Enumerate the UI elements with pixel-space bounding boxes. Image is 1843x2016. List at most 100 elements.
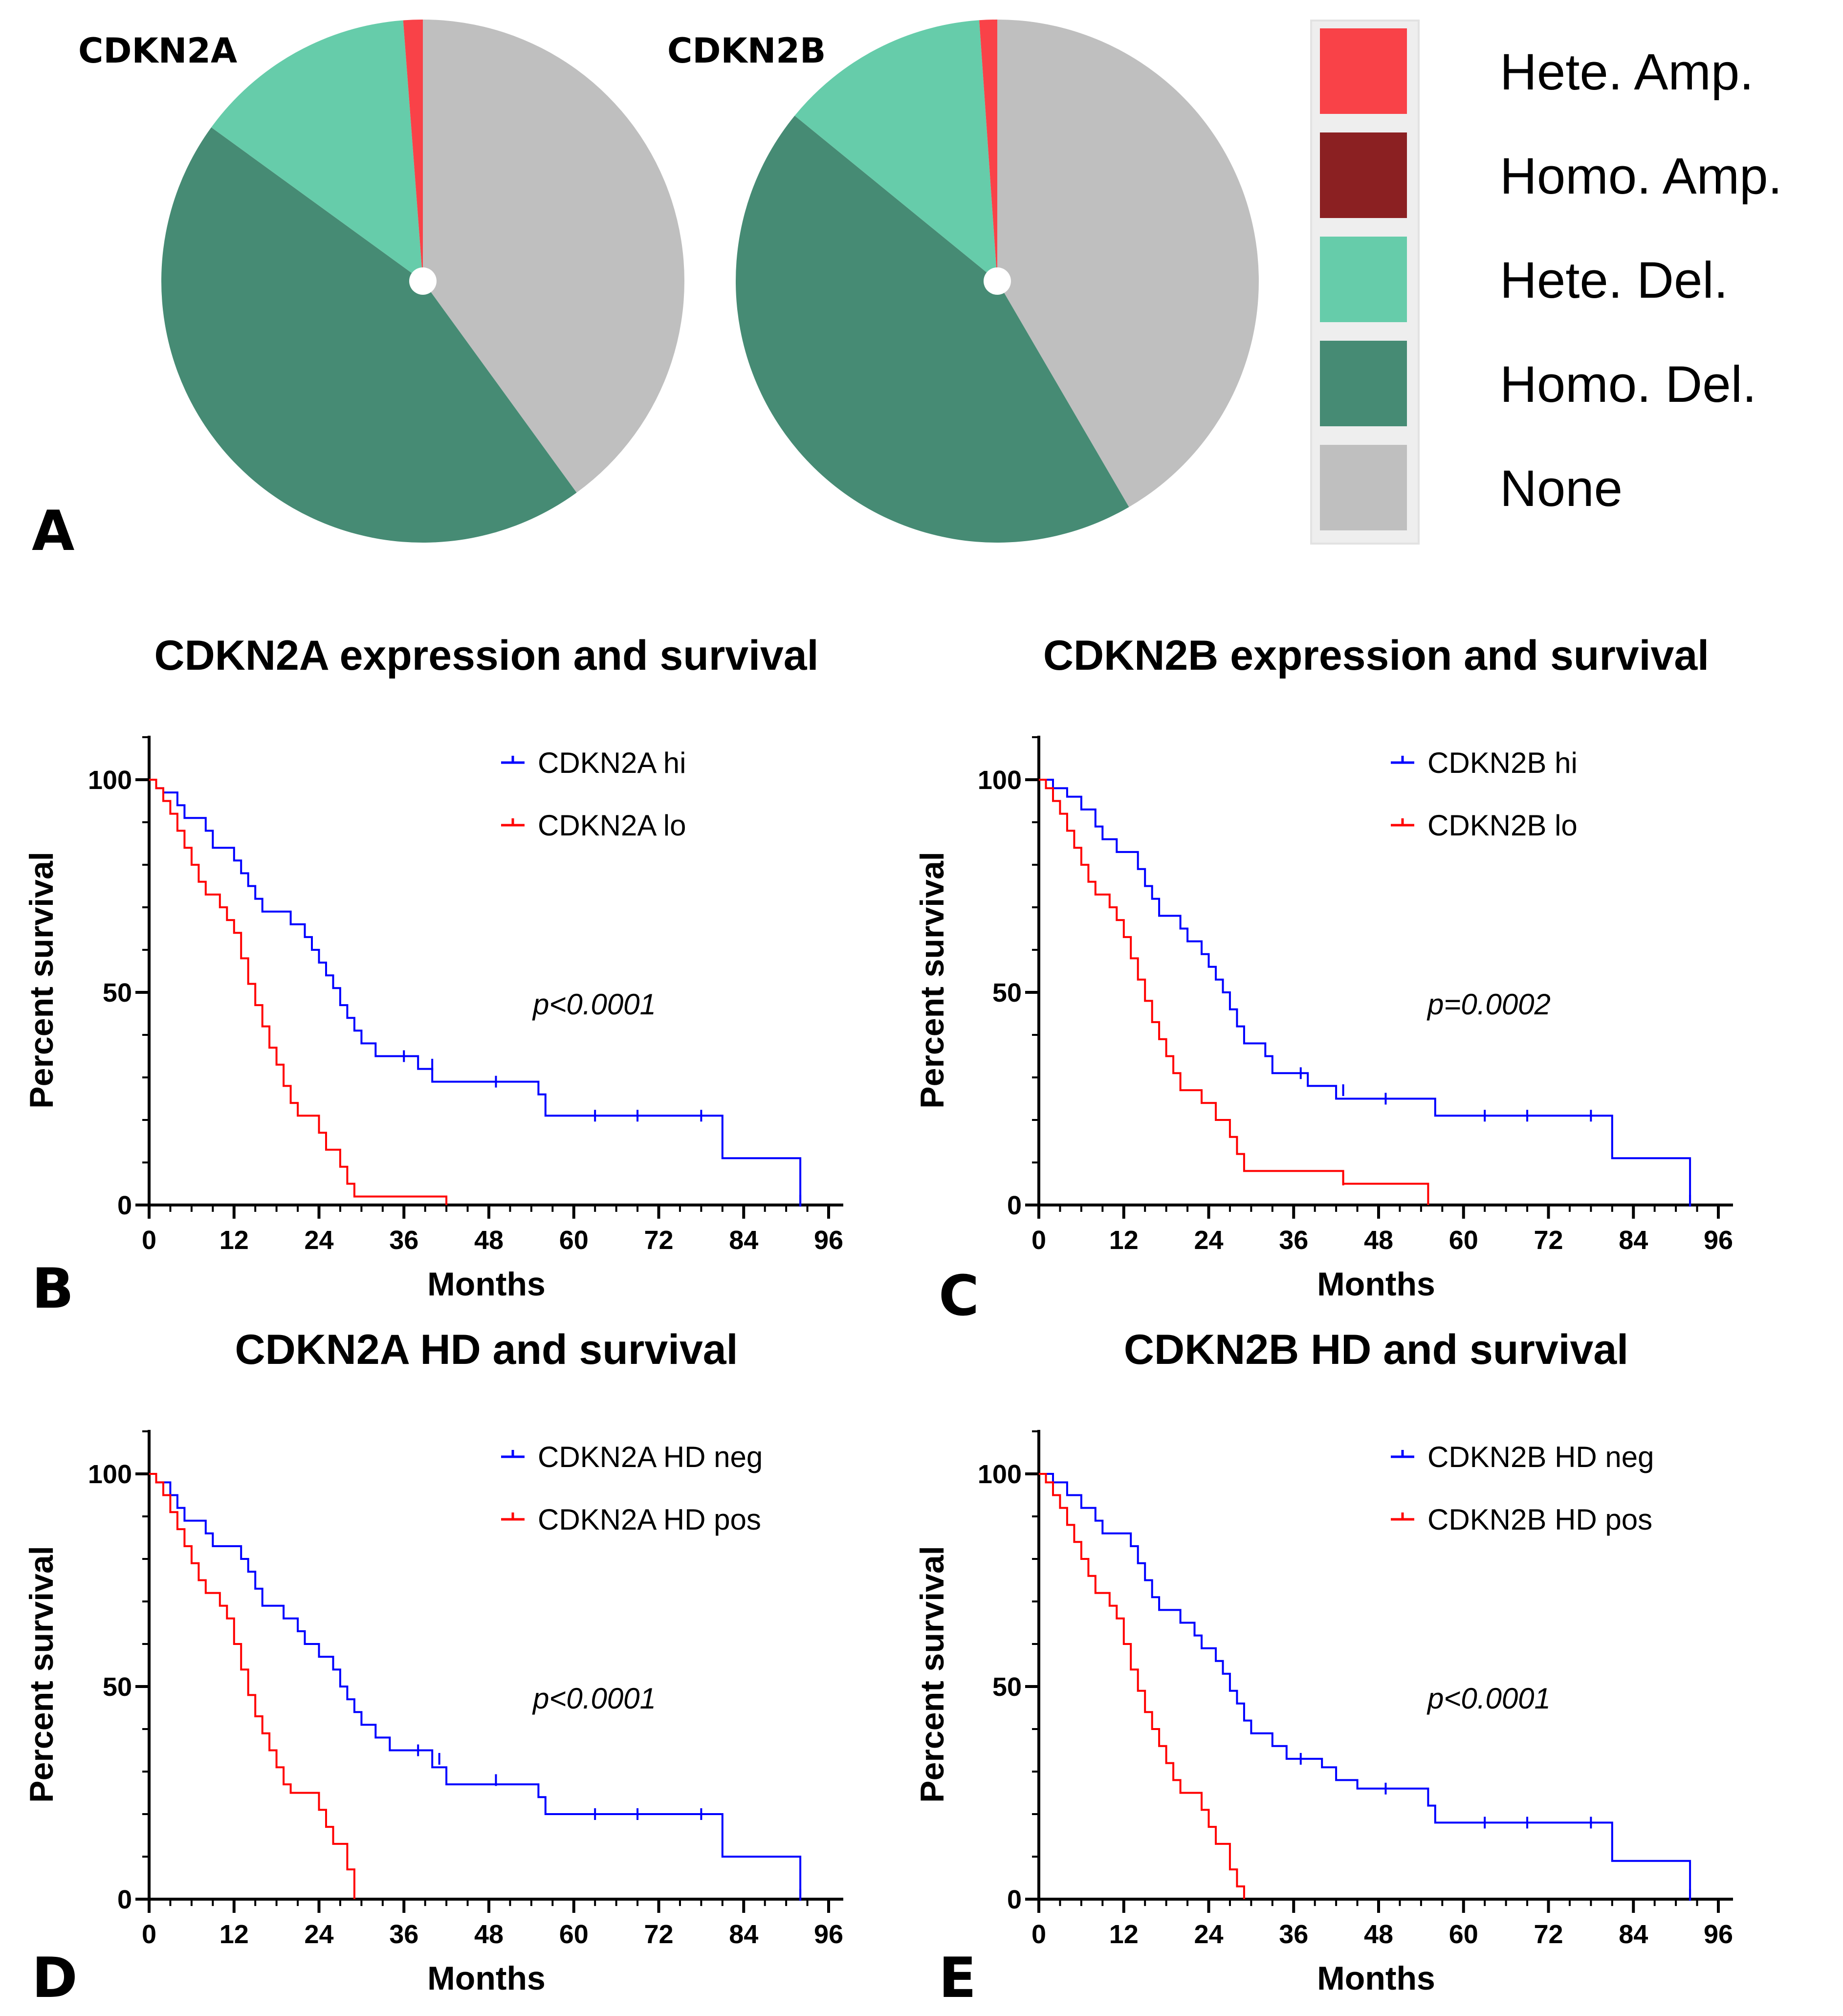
y-tick-label: 0 xyxy=(1007,1885,1022,1914)
x-tick-label: 60 xyxy=(559,1920,589,1949)
p-value-annotation: p<0.0001 xyxy=(532,1682,656,1715)
x-tick-label: 24 xyxy=(304,1226,333,1255)
y-tick-label: 100 xyxy=(978,1460,1022,1489)
x-tick-label: 84 xyxy=(729,1226,758,1255)
chart-title: CDKN2A expression and survival xyxy=(154,632,819,679)
pie-title-cdkn2b: CDKN2B xyxy=(667,31,826,71)
km-curve-lo xyxy=(149,779,448,1205)
legend-swatch-hete-del xyxy=(1320,237,1407,322)
y-tick-label: 50 xyxy=(103,978,132,1008)
x-tick-label: 48 xyxy=(474,1226,504,1255)
chart-title: CDKN2A HD and survival xyxy=(235,1326,738,1373)
x-axis-title: Months xyxy=(427,1960,546,1997)
y-axis-title: Percent survival xyxy=(914,1546,951,1802)
x-tick-label: 84 xyxy=(729,1920,758,1949)
legend-swatch-hete-amp xyxy=(1320,28,1407,114)
x-axis-title: Months xyxy=(1317,1960,1435,1997)
y-tick-label: 100 xyxy=(978,766,1022,795)
km-curve-lo xyxy=(149,1473,355,1899)
x-tick-label: 36 xyxy=(1279,1226,1308,1255)
pie-slice-hete-del xyxy=(794,20,997,282)
km-chart-cdkn2a-expression: CDKN2A expression and survival 0 50 100 0 12 2… xyxy=(23,632,843,1303)
y-tick-label: 100 xyxy=(88,766,132,795)
y-tick-label: 0 xyxy=(1007,1191,1022,1220)
x-tick-label: 96 xyxy=(1704,1920,1733,1949)
y-tick-label: 50 xyxy=(103,1672,132,1702)
legend-label-homo-amp: Homo. Amp. xyxy=(1500,148,1782,205)
x-tick-label: 72 xyxy=(1534,1920,1563,1949)
km-curve-hi xyxy=(149,779,802,1205)
p-value-annotation: p=0.0002 xyxy=(1426,988,1551,1021)
panel-label-e: E xyxy=(939,1946,976,2010)
x-tick-label: 0 xyxy=(1031,1226,1046,1255)
panel-label-a: A xyxy=(32,499,74,563)
x-tick-label: 72 xyxy=(1534,1226,1563,1255)
x-axis-title: Months xyxy=(427,1266,546,1303)
series-legend-label: CDKN2A HD neg xyxy=(538,1441,763,1473)
x-tick-label: 24 xyxy=(1194,1920,1223,1949)
series-legend-label: CDKN2B HD neg xyxy=(1427,1441,1654,1473)
x-tick-label: 36 xyxy=(389,1920,418,1949)
panel-a: CDKN2A CDKN2B Hete. Amp.Homo. Amp.Hete. … xyxy=(32,19,1782,563)
p-value-annotation: p<0.0001 xyxy=(1426,1682,1551,1715)
series-legend-label: CDKN2A hi xyxy=(538,746,686,779)
y-tick-label: 100 xyxy=(88,1460,132,1489)
legend-swatch-homo-del xyxy=(1320,341,1407,426)
x-tick-label: 0 xyxy=(142,1920,156,1949)
pie-chart-cdkn2a xyxy=(161,19,685,543)
x-tick-label: 60 xyxy=(559,1226,589,1255)
x-tick-label: 96 xyxy=(814,1920,843,1949)
km-chart-cdkn2b-hd: CDKN2B HD and survival 0 50 100 0 12 24 36 48 60 7… xyxy=(914,1326,1733,1997)
y-tick-label: 0 xyxy=(117,1191,132,1220)
y-axis-title: Percent survival xyxy=(23,852,60,1108)
y-tick-label: 0 xyxy=(117,1885,132,1914)
chart-title: CDKN2B expression and survival xyxy=(1043,632,1709,679)
x-tick-label: 36 xyxy=(389,1226,418,1255)
panel-label-c: C xyxy=(939,1264,979,1328)
pie-legend: Hete. Amp. Homo. Amp. Hete. Del. Homo. Del.… xyxy=(1310,20,1782,545)
pie-slice-homo-del xyxy=(735,115,1129,543)
y-tick-label: 50 xyxy=(992,978,1022,1008)
km-curve-hi xyxy=(1039,779,1691,1205)
x-tick-label: 60 xyxy=(1449,1920,1478,1949)
panel-label-d: D xyxy=(32,1946,78,2010)
pie-center-hole xyxy=(409,267,437,295)
x-tick-label: 48 xyxy=(474,1920,504,1949)
x-tick-label: 12 xyxy=(1109,1920,1139,1949)
x-tick-label: 72 xyxy=(644,1920,673,1949)
series-legend-label: CDKN2B lo xyxy=(1427,809,1578,842)
x-tick-label: 48 xyxy=(1364,1226,1393,1255)
pie-slice-homo-del xyxy=(161,127,577,543)
x-tick-label: 84 xyxy=(1619,1920,1648,1949)
legend-label-homo-del: Homo. Del. xyxy=(1500,356,1756,413)
series-legend-label: CDKN2A HD pos xyxy=(538,1503,761,1536)
y-axis-title: Percent survival xyxy=(914,852,951,1108)
x-tick-label: 24 xyxy=(304,1920,333,1949)
pie-slice-none xyxy=(423,20,685,493)
chart-title: CDKN2B HD and survival xyxy=(1124,1326,1628,1373)
pie-slice-hete-del xyxy=(211,20,423,281)
x-tick-label: 36 xyxy=(1279,1920,1308,1949)
pie-title-cdkn2a: CDKN2A xyxy=(78,31,237,71)
series-legend-label: CDKN2B HD pos xyxy=(1427,1503,1652,1536)
pie-slice-hete-amp xyxy=(403,19,423,281)
x-tick-label: 0 xyxy=(142,1226,156,1255)
x-tick-label: 60 xyxy=(1449,1226,1478,1255)
x-tick-label: 12 xyxy=(219,1226,249,1255)
x-tick-label: 96 xyxy=(1704,1226,1733,1255)
km-curve-lo xyxy=(1039,1473,1245,1899)
x-tick-label: 0 xyxy=(1031,1920,1046,1949)
pie-chart-cdkn2b xyxy=(735,20,1259,543)
km-chart-cdkn2a-hd: CDKN2A HD and survival 0 50 100 0 12 24 36 48 60 7… xyxy=(23,1326,843,1997)
p-value-annotation: p<0.0001 xyxy=(532,988,656,1021)
x-tick-label: 24 xyxy=(1194,1226,1223,1255)
x-tick-label: 12 xyxy=(219,1920,249,1949)
y-axis-title: Percent survival xyxy=(23,1546,60,1802)
km-curve-hi xyxy=(1039,1473,1691,1899)
series-legend-label: CDKN2A lo xyxy=(538,809,686,842)
x-tick-label: 96 xyxy=(814,1226,843,1255)
legend-label-hete-amp: Hete. Amp. xyxy=(1500,44,1754,101)
legend-label-hete-del: Hete. Del. xyxy=(1500,252,1728,309)
legend-label-none: None xyxy=(1500,460,1623,517)
